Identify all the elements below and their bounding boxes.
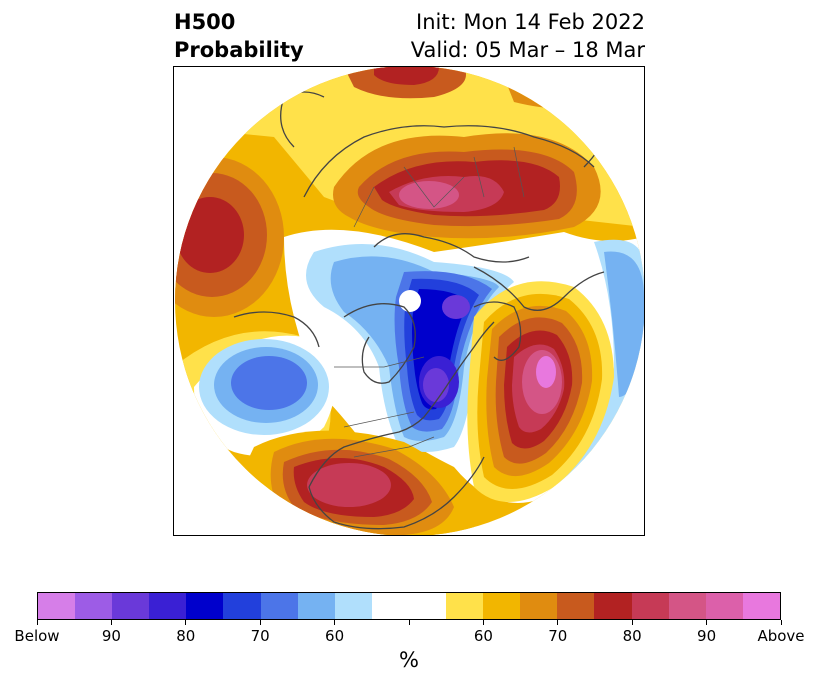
colorbar-tick: [185, 620, 187, 625]
probability-map: [175, 67, 644, 535]
colorbar-tick: [408, 620, 410, 625]
colorbar-tick: [557, 620, 559, 625]
colorbar-swatch: [631, 593, 669, 619]
colorbar-swatch: [668, 593, 706, 619]
arctic-below-anomaly: [306, 244, 514, 452]
colorbar-tick-label: 90: [101, 627, 121, 645]
colorbar-tick: [780, 620, 782, 625]
colorbar-swatch: [446, 593, 484, 619]
colorbar-swatch: [75, 593, 113, 619]
variable-title: H500: [174, 10, 236, 34]
colorbar-tick-label: 70: [548, 627, 568, 645]
colorbar-swatch: [520, 593, 558, 619]
contour-field: [175, 67, 644, 535]
colorbar-tick: [259, 620, 261, 625]
bering-above-anomaly: [175, 157, 284, 317]
probability-colorbar: [37, 592, 781, 620]
product-title: Probability: [174, 38, 304, 62]
valid-range: Valid: 05 Mar – 18 Mar: [410, 38, 645, 62]
colorbar-tick-label: 60: [325, 627, 345, 645]
colorbar-swatch: [371, 593, 409, 619]
colorbar-tick: [36, 620, 38, 625]
colorbar-swatch: [186, 593, 224, 619]
colorbar-swatch: [594, 593, 632, 619]
us-above-anomaly: [234, 430, 474, 535]
colorbar-tick: [334, 620, 336, 625]
colorbar-tick: [110, 620, 112, 625]
colorbar-tick-label: Above: [757, 627, 805, 645]
colorbar-swatch: [742, 593, 780, 619]
title-right: Init: Mon 14 Feb 2022 Valid: 05 Mar – 18…: [411, 8, 645, 64]
colorbar-swatch: [112, 593, 150, 619]
colorbar-tick-label: Below: [14, 627, 60, 645]
colorbar-swatch: [408, 593, 447, 619]
colorbar-swatch: [223, 593, 261, 619]
title-left: H500 Probability: [174, 8, 304, 64]
colorbar-swatch: [483, 593, 521, 619]
colorbar-tick-label: 80: [622, 627, 642, 645]
colorbar-swatch: [260, 593, 298, 619]
atlantic-above-anomaly: [467, 281, 614, 502]
init-date: Init: Mon 14 Feb 2022: [416, 10, 645, 34]
colorbar-unit-label: %: [399, 648, 419, 672]
colorbar-tick: [482, 620, 484, 625]
colorbar-swatch: [334, 593, 372, 619]
colorbar-swatch: [38, 593, 76, 619]
colorbar-tick: [706, 620, 708, 625]
colorbar-swatch: [705, 593, 743, 619]
colorbar-tick-label: 60: [473, 627, 493, 645]
borders: [334, 146, 525, 458]
colorbar-swatch: [297, 593, 335, 619]
colorbar-tick: [631, 620, 633, 625]
colorbar-tick-label: 90: [697, 627, 717, 645]
map-panel: [173, 66, 645, 536]
colorbar-swatch: [149, 593, 187, 619]
colorbar-tick-label: 80: [176, 627, 196, 645]
colorbar-swatch: [557, 593, 595, 619]
colorbar-tick-label: 70: [250, 627, 270, 645]
pacific-below-anomaly: [199, 339, 329, 435]
